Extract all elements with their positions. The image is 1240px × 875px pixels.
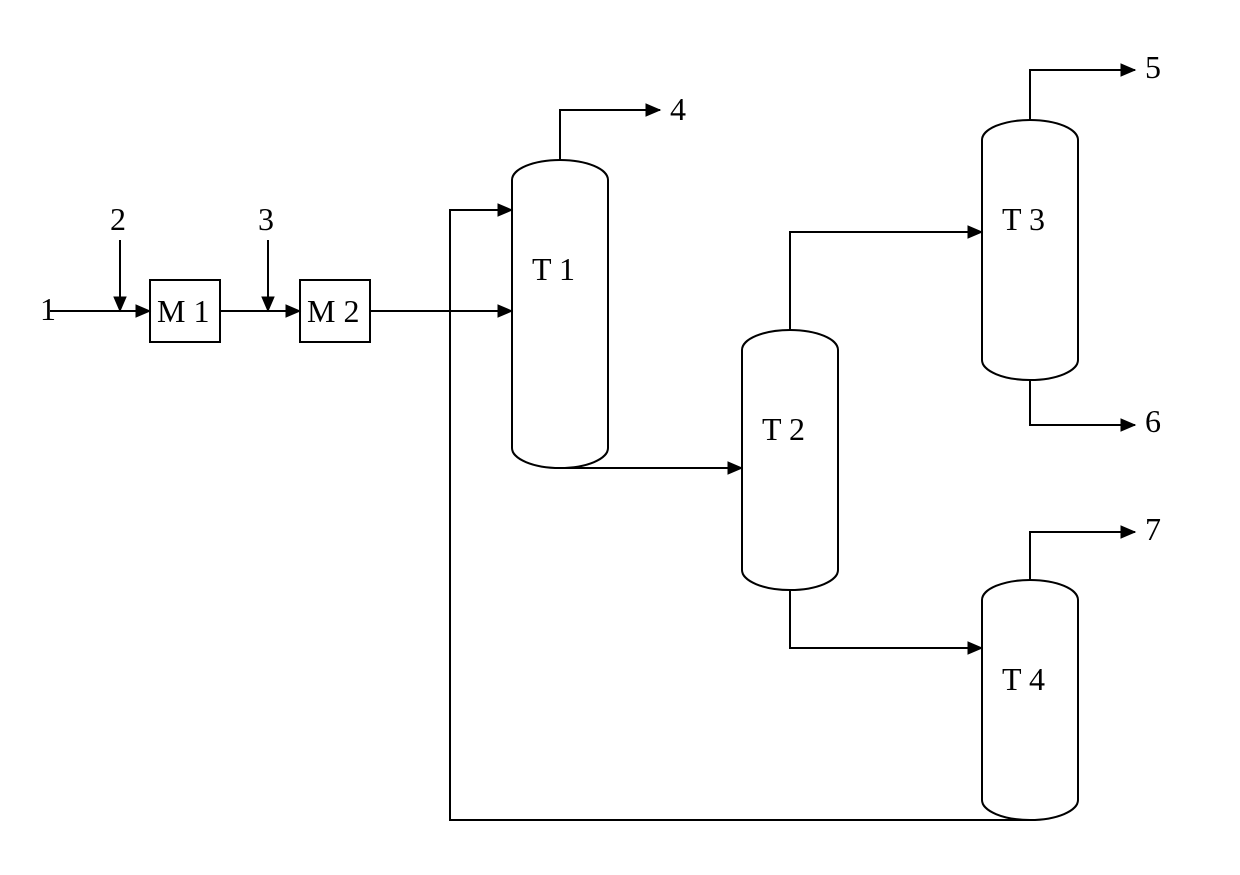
stream-2-label: 2 [110,201,126,237]
stream-6 [1030,380,1135,425]
stream-6-head [1121,419,1135,431]
stream-1-label: 1 [40,291,56,327]
stream-7 [1030,532,1135,580]
stream-t2-t4-head [968,642,982,654]
stream-5-head [1121,64,1135,76]
stream-t2-t4 [790,590,982,648]
mixer-label-m2: M 2 [307,293,359,329]
column-t1 [512,160,608,468]
column-label-t4: T 4 [1002,661,1045,697]
stream-7-head [1121,526,1135,538]
column-t3 [982,120,1078,380]
mixer-label-m1: M 1 [157,293,209,329]
stream-m2-t1-head [498,305,512,317]
stream-1-head [136,305,150,317]
stream-t1-t2-head [728,462,742,474]
column-label-t2: T 2 [762,411,805,447]
stream-t2-t3 [790,232,982,330]
stream-t2-t3-head [968,226,982,238]
stream-3-label: 3 [258,201,274,237]
column-label-t3: T 3 [1002,201,1045,237]
stream-recycle [450,210,1030,820]
column-t4 [982,580,1078,820]
stream-7-label: 7 [1145,511,1161,547]
column-t2 [742,330,838,590]
column-label-t1: T 1 [532,251,575,287]
stream-m1-m2-head [286,305,300,317]
stream-4-label: 4 [670,91,686,127]
stream-6-label: 6 [1145,403,1161,439]
stream-5-label: 5 [1145,49,1161,85]
stream-5 [1030,70,1135,120]
stream-4 [560,110,660,160]
stream-3-head [262,297,274,311]
stream-4-head [646,104,660,116]
stream-recycle-head [498,204,512,216]
stream-2-head [114,297,126,311]
